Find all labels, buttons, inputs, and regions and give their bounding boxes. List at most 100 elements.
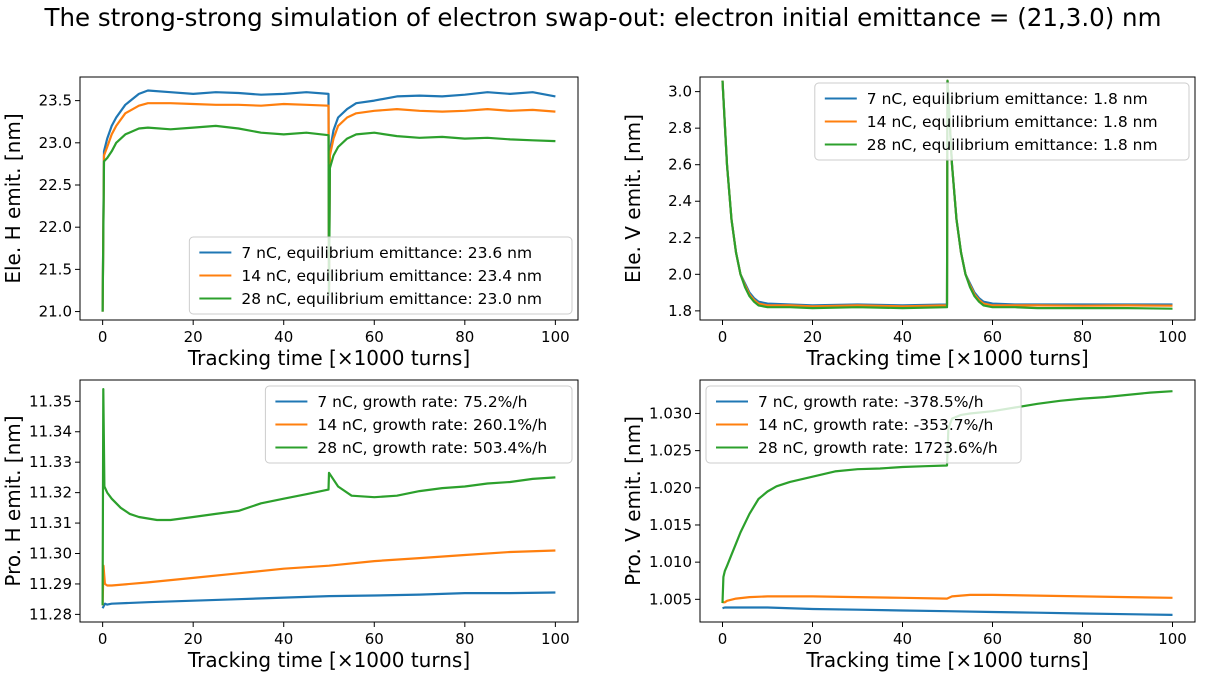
x-tick-label: 60 [365,630,384,648]
y-axis-label: Ele. V emit. [nm] [621,114,645,283]
y-tick-label: 1.010 [649,553,692,571]
x-axis-label: Tracking time [×1000 turns] [187,648,470,672]
y-tick-label: 2.4 [668,192,692,210]
y-tick-label: 11.29 [29,575,72,593]
series-line-1 [101,89,556,312]
x-axis-label: Tracking time [×1000 turns] [805,648,1088,672]
y-axis-label: Ele. H emit. [nm] [1,113,25,283]
x-tick-label: 80 [1073,328,1092,346]
y-tick-label: 1.015 [649,516,692,534]
y-tick-label: 2.2 [668,229,692,247]
subplot-1: 0 20 40 60 80 100 21.0 21.5 22.0 22.5 23.0 23.5 Trac… [1,76,579,370]
series-group [721,390,1173,616]
y-tick-label: 2.6 [668,156,692,174]
legend-entry-3: 28 nC, equilibrium emittance: 1.8 nm [867,136,1158,154]
x-axis-label: Tracking time [×1000 turns] [805,346,1088,370]
x-tick-label: 60 [983,630,1002,648]
subplot-3: 0 20 40 60 80 100 11.28 11.29 11.30 11.31 11.32 11.… [1,379,579,672]
legend-entry-3: 28 nC, equilibrium emittance: 23.0 nm [241,290,542,308]
legend-frame [188,236,573,315]
y-tick-label: 1.020 [649,479,692,497]
subplot-2: 0 20 40 60 80 100 1.8 2.0 2.2 2.4 2.6 2.8 3.0 Trackin… [621,76,1196,370]
legend-entry-1: 7 nC, growth rate: 75.2%/h [317,393,527,411]
x-tick-label: 0 [718,328,728,346]
y-tick-label: 11.32 [29,484,72,502]
series-line-2 [722,593,1173,604]
y-tick-label: 22.5 [39,176,72,194]
x-tick-label: 0 [98,328,108,346]
legend-frame [264,385,573,464]
subplot-grid: 0 20 40 60 80 100 21.0 21.5 22.0 22.5 23.0 23.5 Trac… [1,76,1196,672]
y-tick-label: 11.35 [29,392,72,410]
legend-entry-3: 28 nC, growth rate: 1723.6%/h [758,439,998,457]
legend: 7 nC, growth rate: 75.2%/h 14 nC, growth … [264,385,573,464]
x-tick-label: 40 [274,630,293,648]
x-tick-label: 40 [893,328,912,346]
series-line-3 [101,124,556,312]
legend-entry-2: 14 nC, growth rate: 260.1%/h [317,416,547,434]
legend-entry-3: 28 nC, growth rate: 503.4%/h [317,439,547,457]
axes-frame [699,379,1196,623]
y-tick-label: 1.005 [649,590,692,608]
legend-entry-1: 7 nC, equilibrium emittance: 23.6 nm [241,244,532,262]
series-line-3 [101,388,556,606]
y-tick-label: 11.28 [29,605,72,623]
y-tick-label: 22.0 [39,218,72,236]
legend: 7 nC, growth rate: -378.5%/h 14 nC, growt… [705,385,1022,464]
series-line-2 [101,549,556,606]
x-tick-label: 100 [1158,630,1187,648]
x-tick-label: 20 [803,328,822,346]
x-tick-label: 0 [718,630,728,648]
series-group [721,79,1173,310]
y-tick-label: 1.8 [668,302,692,320]
x-tick-label: 60 [365,328,384,346]
axes-frame [79,379,579,623]
legend: 7 nC, equilibrium emittance: 1.8 nm 14 nC… [814,82,1190,161]
x-tick-label: 80 [455,328,474,346]
legend-entry-2: 14 nC, growth rate: -353.7%/h [758,416,993,434]
y-tick-label: 1.025 [649,442,692,460]
axes-frame [79,76,579,321]
series-line-3 [721,390,1173,604]
y-tick-label: 11.34 [29,423,72,441]
x-tick-label: 80 [455,630,474,648]
x-tick-label: 80 [1073,630,1092,648]
y-axis-label: Pro. V emit. [nm] [621,416,645,586]
y-tick-label: 11.31 [29,514,72,532]
legend-entry-1: 7 nC, growth rate: -378.5%/h [758,393,984,411]
y-tick-label: 2.8 [668,119,692,137]
axes-frame [699,76,1196,321]
y-tick-label: 23.5 [39,92,72,110]
y-axis-label: Pro. H emit. [nm] [1,415,25,586]
series-line-3 [721,79,1173,310]
series-line-1 [722,606,1173,616]
y-tick-label: 21.0 [39,303,72,321]
series-line-2 [101,102,556,312]
legend-entry-2: 14 nC, equilibrium emittance: 1.8 nm [867,113,1158,131]
legend: 7 nC, equilibrium emittance: 23.6 nm 14 n… [188,236,573,315]
x-tick-label: 100 [541,328,570,346]
x-tick-label: 40 [893,630,912,648]
y-tick-label: 23.0 [39,134,72,152]
y-tick-label: 3.0 [668,83,692,101]
x-axis-label: Tracking time [×1000 turns] [187,346,470,370]
legend-entry-1: 7 nC, equilibrium emittance: 1.8 nm [867,90,1148,108]
x-tick-label: 20 [184,630,203,648]
series-line-1 [101,591,556,609]
y-tick-label: 1.030 [649,404,692,422]
legend-frame [705,385,1022,464]
x-tick-label: 0 [98,630,108,648]
figure-suptitle: The strong-strong simulation of electron… [44,3,1162,32]
x-tick-label: 40 [274,328,293,346]
y-tick-label: 11.30 [29,545,72,563]
x-tick-label: 60 [983,328,1002,346]
series-group [101,89,556,312]
subplot-4: 0 20 40 60 80 100 1.005 1.010 1.015 1.020 1.025 1.0… [621,379,1196,672]
legend-entry-2: 14 nC, equilibrium emittance: 23.4 nm [241,267,542,285]
x-tick-label: 100 [541,630,570,648]
legend-frame [814,82,1190,161]
y-tick-label: 21.5 [39,260,72,278]
y-tick-label: 2.0 [668,265,692,283]
series-group [101,388,556,609]
